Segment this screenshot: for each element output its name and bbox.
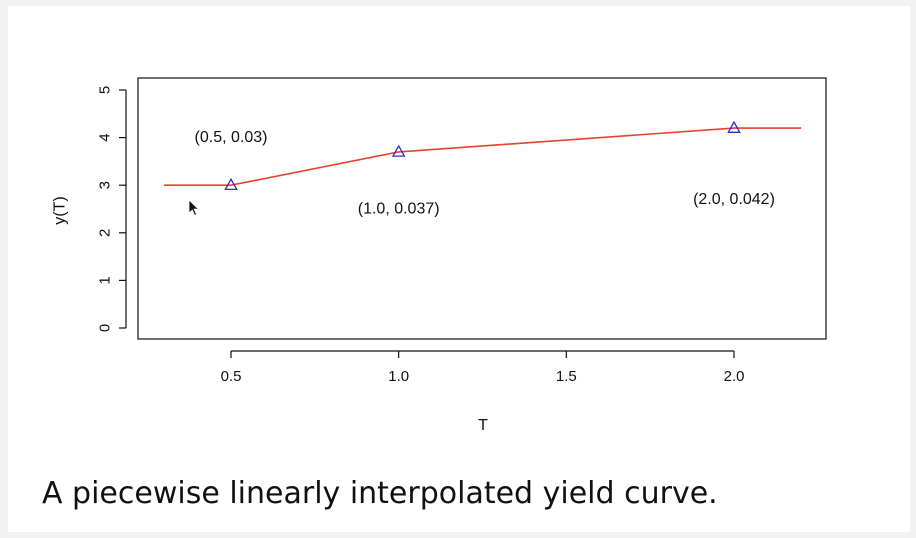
plot-frame [137,77,827,340]
mouse-pointer-icon [188,199,200,217]
x-axis-label: T [478,417,488,434]
x-tick-label: 1.5 [556,368,577,385]
y-tick-label: 5 [97,86,114,94]
point-annotation: (2.0, 0.042) [693,191,775,208]
x-tick-label: 1.0 [388,368,409,385]
y-tick-label: 3 [97,181,114,189]
mouse-pointer-shape [188,199,200,217]
x-tick-label: 0.5 [221,368,242,385]
y-tick-label: 2 [97,229,114,237]
y-tick-label: 1 [97,276,114,284]
caption: A piecewise linearly interpolated yield … [42,476,718,511]
y-axis-label: y(T) [52,196,69,224]
point-annotation: (1.0, 0.037) [358,201,440,218]
x-tick-label: 2.0 [724,368,745,385]
yield-curve-chart: 0.5 1.0 1.5 2.0 0 1 2 3 4 5 Ty(T) (0.5, 0.03) (1.0, … [52,77,827,434]
data-point-marker [224,177,238,191]
yield-curve-line [163,127,802,186]
data-point-marker [727,120,741,133]
y-tick-label: 4 [97,133,114,141]
y-tick-label: 0 [97,324,114,332]
point-annotation: (0.5, 0.03) [195,129,268,146]
data-point-marker [391,144,406,157]
